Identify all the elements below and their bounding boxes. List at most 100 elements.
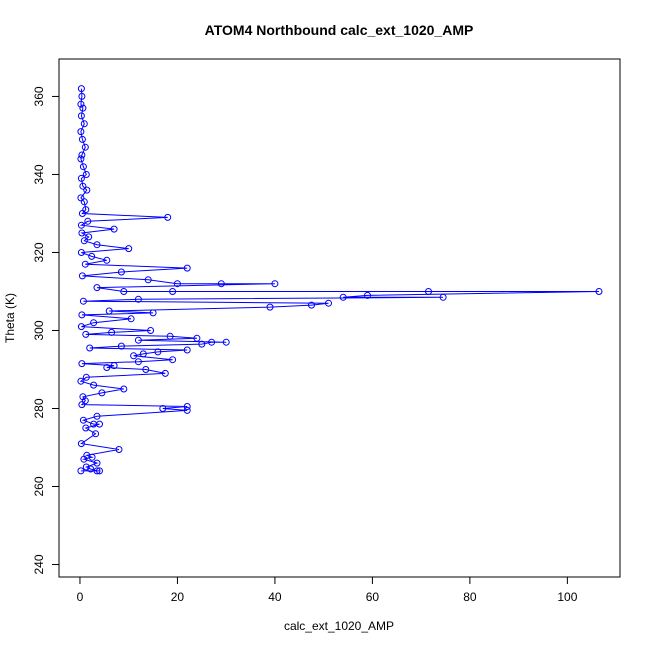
data-point (96, 420, 103, 428)
data-point (161, 369, 169, 377)
data-point (134, 336, 142, 344)
data-point (78, 272, 86, 280)
data-point (78, 229, 86, 237)
data-point (271, 280, 279, 288)
data-point (198, 340, 206, 348)
data-point (139, 350, 147, 358)
data-point (77, 112, 85, 120)
data-point (77, 155, 85, 163)
data-point (166, 332, 174, 340)
data-point (82, 424, 90, 432)
data-point (78, 360, 86, 368)
data-point (86, 344, 94, 352)
y-tick-label: 260 (32, 476, 46, 496)
data-point (93, 284, 101, 292)
data-point (84, 217, 92, 225)
data-point (77, 440, 85, 448)
data-point (183, 346, 191, 354)
data-point (80, 237, 88, 245)
data-point (85, 233, 93, 241)
data-point (90, 381, 98, 389)
data-point (169, 288, 177, 295)
data-point (439, 293, 447, 301)
data-point (308, 301, 315, 309)
data-point (222, 338, 230, 346)
axes: 0 20 40 60 80 100 240 260 280 300 320 340 360 (32, 86, 578, 604)
data-point (77, 194, 85, 202)
data-point (183, 406, 191, 414)
y-tick-label: 320 (32, 242, 46, 262)
data-point (82, 463, 90, 471)
data-point (79, 416, 87, 424)
data-point (78, 401, 86, 409)
data-point (217, 280, 225, 288)
data-point (120, 385, 128, 393)
data-point (79, 163, 87, 171)
data-point (134, 295, 142, 303)
data-point (90, 319, 98, 327)
data-point (80, 455, 88, 463)
y-tick-label: 340 (32, 164, 46, 184)
data-point (78, 151, 86, 159)
data-point (79, 297, 87, 305)
data-point (80, 198, 88, 206)
data-point (77, 85, 85, 93)
data-point (81, 260, 89, 268)
data-point (77, 174, 85, 182)
data-point (77, 323, 85, 331)
data-point (83, 186, 91, 194)
y-tick-label: 300 (32, 320, 46, 340)
data-point (88, 252, 96, 260)
y-tick-label: 280 (32, 398, 46, 418)
data-point (82, 373, 90, 381)
data-point (82, 330, 90, 338)
plot-area (77, 85, 603, 475)
data-point (110, 225, 118, 233)
data-point (81, 143, 89, 151)
data-point (164, 213, 172, 221)
data-point (82, 206, 90, 214)
data-point (78, 92, 86, 100)
data-point (77, 100, 85, 108)
data-point (79, 182, 87, 190)
plot-frame (58, 58, 621, 578)
data-point (339, 293, 347, 301)
data-point (183, 264, 191, 272)
data-point (78, 135, 86, 143)
data-point (115, 446, 123, 453)
data-point (78, 311, 86, 319)
y-tick-label: 240 (32, 554, 46, 574)
x-tick-label: 60 (366, 590, 380, 604)
data-point (147, 327, 155, 334)
y-axis-label: Theta (K) (3, 293, 17, 343)
data-point (108, 328, 116, 336)
data-point (81, 397, 89, 405)
data-point (595, 288, 603, 295)
data-point (103, 364, 111, 371)
data-point (154, 348, 162, 356)
data-point (82, 171, 90, 178)
data-point (93, 467, 101, 475)
data-point (92, 430, 100, 438)
data-point (87, 465, 95, 473)
series-line (79, 88, 600, 472)
data-point (77, 221, 85, 229)
data-point (110, 362, 118, 370)
data-point (77, 467, 85, 475)
data-point (78, 210, 86, 217)
x-tick-label: 80 (463, 590, 477, 604)
data-point (88, 453, 96, 461)
data-point (103, 256, 111, 264)
x-tick-label: 0 (77, 590, 84, 604)
data-point (208, 338, 216, 346)
data-point (93, 412, 101, 420)
x-tick-label: 40 (268, 590, 282, 604)
data-point (117, 342, 125, 350)
data-point (77, 128, 85, 136)
data-point (125, 245, 133, 253)
x-tick-label: 100 (557, 590, 577, 604)
data-point (77, 249, 85, 256)
data-point (325, 299, 332, 307)
data-point (266, 303, 274, 311)
data-point (134, 358, 142, 366)
